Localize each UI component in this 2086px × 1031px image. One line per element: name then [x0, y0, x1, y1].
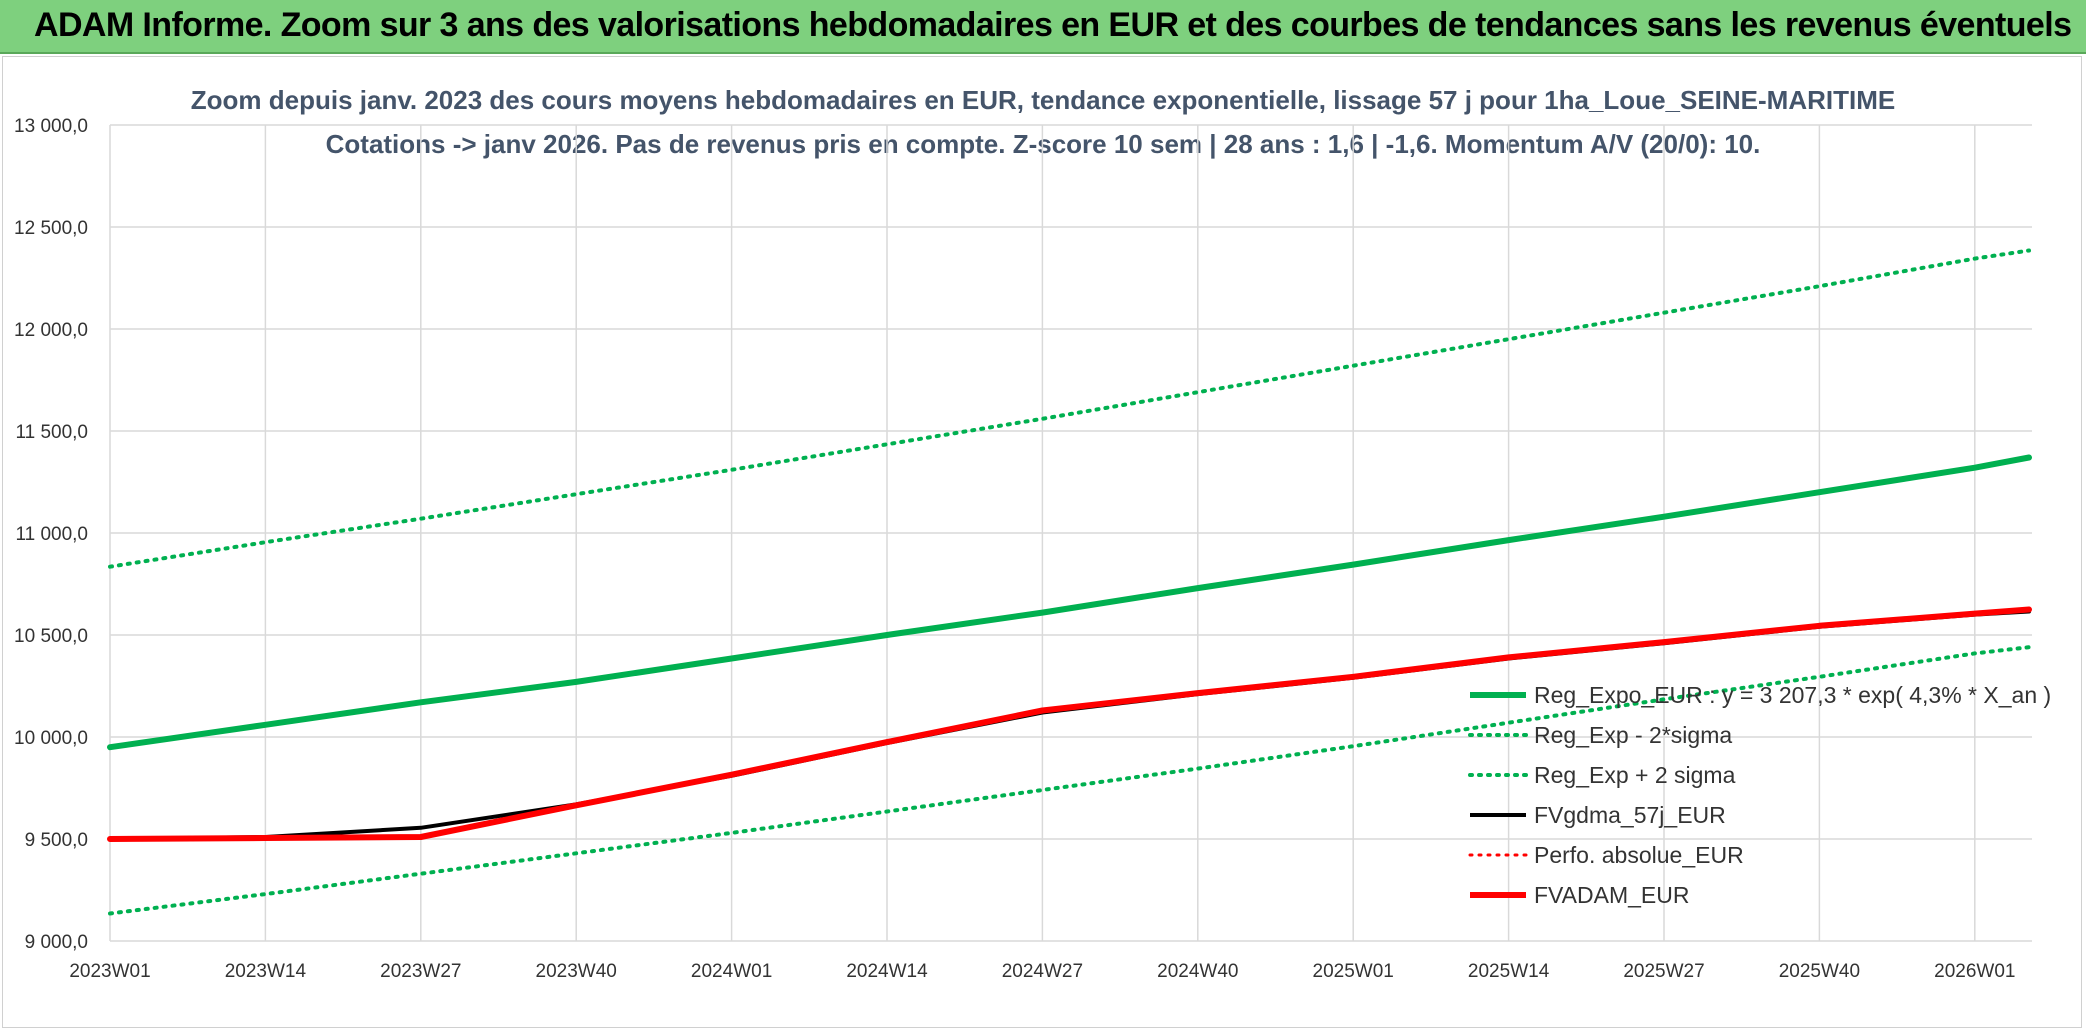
series-line-1 — [108, 645, 2031, 916]
x-tick-label: 2025W14 — [1468, 961, 1550, 982]
legend-label: Reg_Exp - 2*sigma — [1534, 722, 1732, 748]
legend-label: FVADAM_EUR — [1534, 882, 1690, 908]
x-tick-label: 2026W01 — [1934, 961, 2015, 982]
report-banner: ADAM Informe. Zoom sur 3 ans des valoris… — [0, 0, 2086, 54]
legend-label: Perfo. absolue_EUR — [1534, 842, 1744, 868]
y-tick-label: 9 000,0 — [25, 932, 88, 953]
x-tick-label: 2024W01 — [691, 961, 772, 982]
y-tick-label: 9 500,0 — [25, 830, 88, 851]
x-tick-label: 2025W27 — [1623, 961, 1704, 982]
series-line-3 — [108, 609, 2031, 841]
x-tick-label: 2025W01 — [1313, 961, 1394, 982]
legend-label: Reg_Exp + 2 sigma — [1534, 762, 1736, 788]
x-tick-label: 2023W01 — [69, 961, 150, 982]
y-tick-label: 11 000,0 — [15, 524, 88, 545]
y-tick-label: 10 000,0 — [14, 728, 88, 749]
x-tick-label: 2024W14 — [846, 961, 928, 982]
y-tick-label: 12 500,0 — [14, 218, 88, 239]
series-line-5 — [107, 606, 2032, 842]
x-tick-label: 2023W40 — [536, 961, 617, 982]
legend-label: FVgdma_57j_EUR — [1534, 802, 1726, 828]
x-tick-label: 2024W40 — [1157, 961, 1238, 982]
chart-title: Zoom depuis janv. 2023 des cours moyens … — [191, 85, 1895, 115]
y-tick-label: 10 500,0 — [14, 626, 88, 647]
series-line-4 — [108, 608, 2031, 841]
y-tick-label: 12 000,0 — [14, 320, 88, 341]
y-tick-label: 11 500,0 — [15, 422, 88, 443]
x-tick-label: 2025W40 — [1779, 961, 1860, 982]
banner-title: ADAM Informe. Zoom sur 3 ans des valoris… — [34, 6, 2072, 44]
series-line-2 — [108, 248, 2031, 569]
legend-label: Reg_Expo_EUR : y = 3 207,3 * exp( 4,3% *… — [1534, 682, 2051, 708]
x-tick-label: 2023W27 — [380, 961, 461, 982]
series-line-0 — [107, 454, 2032, 751]
x-tick-label: 2023W14 — [225, 961, 307, 982]
y-tick-label: 13 000,0 — [14, 116, 88, 137]
x-tick-label: 2024W27 — [1002, 961, 1083, 982]
chart-area — [2, 56, 2082, 1028]
